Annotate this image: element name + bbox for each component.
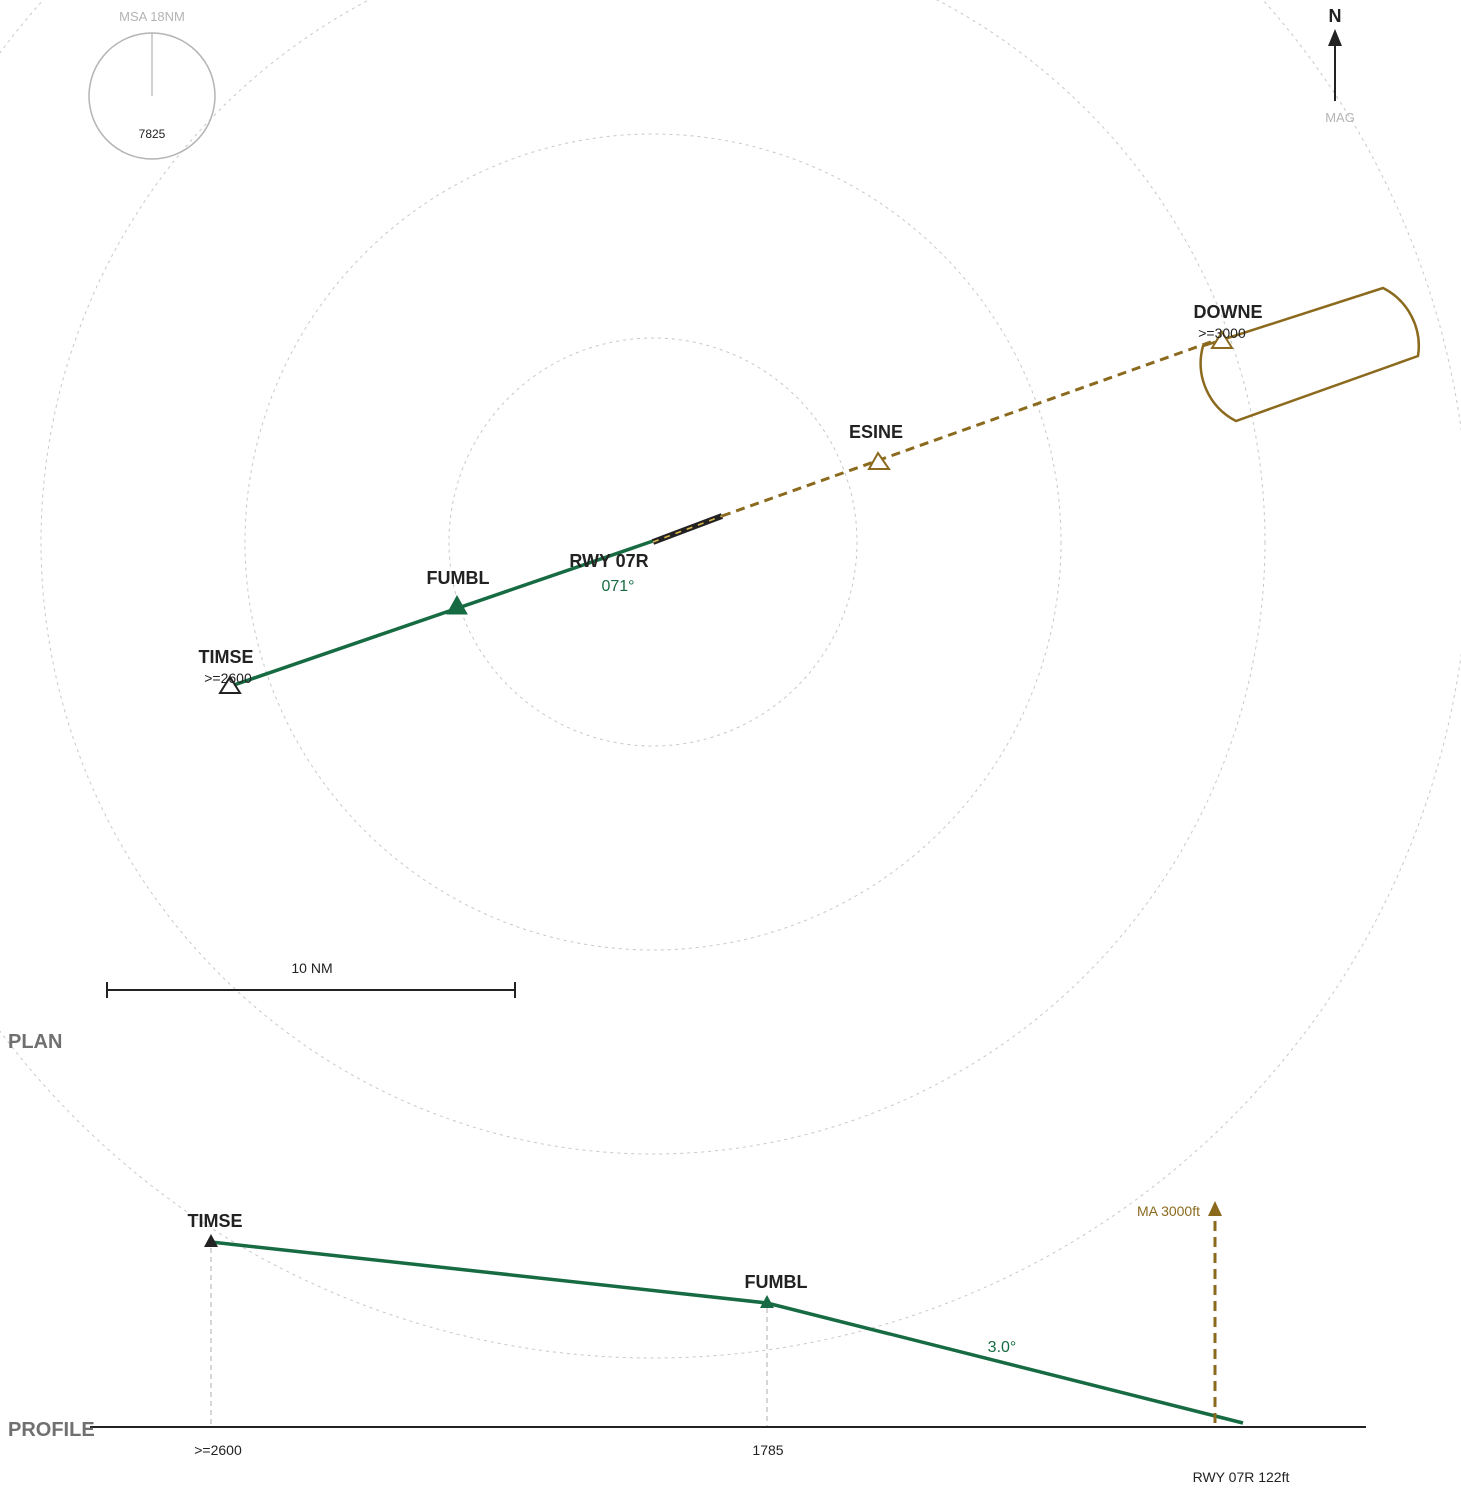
final-approach-track [230,539,654,688]
range-ring-3 [40,0,1266,1155]
fix-esine: ESINE [849,422,903,470]
fumbl-name: FUMBL [427,568,490,588]
msa-circle: MSA 18NM 7825 [88,9,216,160]
profile-fumbl-altitude: 1785 [752,1442,783,1458]
profile-timse-marker-icon [204,1234,218,1247]
timse-triangle-icon [218,675,242,694]
north-arrow-head [1328,29,1342,46]
profile-missed-arrow-icon [1208,1201,1222,1216]
range-ring-2 [244,133,1062,951]
timse-name: TIMSE [198,647,253,667]
fix-downe: DOWNE >=3000 [1194,302,1263,349]
fix-timse: TIMSE >=2600 [198,647,254,694]
runway-label: RWY 07R [569,551,648,571]
plan-section-label: PLAN [8,1031,62,1053]
north-arrow-icon: N MAG [1325,6,1355,125]
range-ring-1 [448,337,858,747]
fumbl-triangle-icon [446,594,468,615]
profile-fumbl-marker-icon [760,1295,774,1308]
scale-bar: 10 NM [106,960,516,998]
runway-course: 071° [601,578,634,595]
esine-name: ESINE [849,422,903,442]
profile-missed-label: MA 3000ft [1137,1203,1200,1219]
profile-timse-altitude: >=2600 [194,1442,242,1458]
runway-centerline [652,515,723,543]
missed-approach-track [721,336,1223,518]
profile-runway-label: RWY 07R 122ft [1193,1469,1290,1485]
profile-view: MA 3000ft TIMSE FUMBL 3.0° >=2600 1785 R… [90,1201,1366,1485]
range-rings [0,0,1461,1359]
downe-name: DOWNE [1194,302,1263,322]
downe-restriction: >=3000 [1198,325,1246,341]
scale-bar-label: 10 NM [291,960,332,976]
msa-title: MSA 18NM [119,9,185,24]
esine-triangle-icon [867,451,891,470]
msa-altitude: 7825 [139,127,166,141]
profile-glide-angle: 3.0° [988,1339,1017,1356]
profile-descent-path [210,1240,1244,1425]
range-ring-4 [0,0,1461,1359]
north-label: N [1329,6,1342,26]
profile-timse-name: TIMSE [187,1211,242,1231]
holding-pattern [1199,286,1420,423]
runway-07r [651,513,724,545]
fix-fumbl: FUMBL [427,568,490,615]
downe-triangle-icon [1210,330,1234,349]
north-sub-label: MAG [1325,110,1355,125]
timse-restriction: >=2600 [204,670,252,686]
profile-section-label: PROFILE [8,1419,95,1441]
profile-fumbl-name: FUMBL [745,1272,808,1292]
